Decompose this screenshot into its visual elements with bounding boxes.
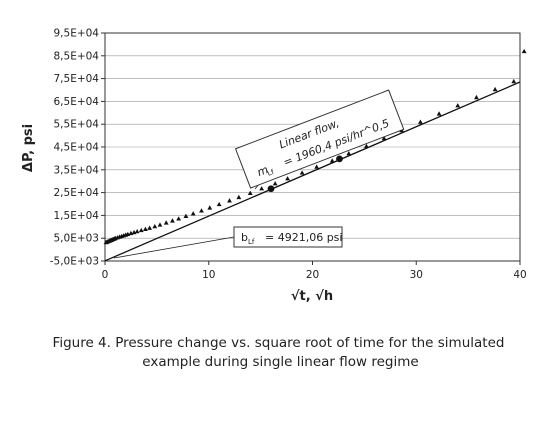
caption-line-1: Figure 4. Pressure change vs. square roo… — [52, 335, 505, 351]
slope-annotation-subscript: Lf — [266, 168, 275, 178]
data-point — [436, 111, 442, 116]
data-point — [247, 190, 253, 195]
data-point — [236, 194, 242, 200]
x-axis: 0 10 20 30 40 — [102, 261, 527, 281]
y-tick-label: 8,5E+04 — [54, 50, 100, 62]
data-point — [346, 150, 352, 156]
data-point — [511, 78, 517, 84]
intercept-annotation-value: = 4921,06 psi — [265, 231, 342, 244]
intercept-annotation: b Lf = 4921,06 psi — [233, 226, 343, 248]
data-point — [176, 216, 182, 221]
data-point — [147, 225, 153, 230]
y-tick-label: 9,5E+04 — [54, 28, 100, 40]
data-point — [455, 103, 461, 108]
data-points — [103, 48, 527, 245]
intercept-annotation-subscript: Lf — [248, 238, 255, 246]
data-point — [521, 48, 527, 54]
data-point — [314, 164, 320, 169]
data-point — [474, 94, 479, 100]
chart: -5,0E+03 5,0E+03 1,5E+04 2,5E+04 3,5E+04 4,5E… — [21, 28, 527, 305]
figure-caption: Figure 4. Pressure change vs. square roo… — [0, 334, 557, 372]
data-point — [199, 208, 204, 213]
data-point — [143, 226, 148, 231]
data-point — [227, 198, 232, 203]
data-point — [329, 158, 335, 163]
data-point — [216, 201, 222, 207]
x-tick-label: 10 — [202, 269, 215, 281]
slope-annotation: Linear flow, m Lf = 1960,4 psi/hr^0,5 — [234, 89, 405, 189]
y-tick-label: 2,5E+04 — [54, 187, 100, 199]
y-tick-label: 5,5E+04 — [54, 119, 100, 131]
annotation-leader-b — [113, 236, 235, 259]
y-tick-label: 3,5E+04 — [54, 164, 100, 176]
y-axis: -5,0E+03 5,0E+03 1,5E+04 2,5E+04 3,5E+04 4,5E… — [50, 28, 105, 268]
data-point — [134, 228, 140, 234]
intercept-annotation-box — [233, 226, 343, 248]
y-axis-label: ΔP, psi — [21, 124, 36, 172]
y-tick-label: 7,5E+04 — [54, 73, 100, 85]
data-point — [364, 143, 369, 149]
data-point — [157, 222, 163, 227]
y-tick-label: 5,0E+03 — [54, 233, 100, 245]
data-point — [272, 181, 278, 186]
data-point — [190, 211, 196, 216]
x-tick-label: 40 — [513, 269, 526, 281]
slope-annotation-box — [234, 89, 405, 189]
y-tick-label: -5,0E+03 — [50, 256, 99, 268]
data-point — [418, 119, 423, 124]
intercept-annotation-symbol: b — [241, 231, 248, 244]
x-axis-label: √t, √h — [291, 289, 333, 304]
data-point — [183, 213, 189, 219]
caption-line-2: example during single linear flow regime — [142, 354, 419, 370]
y-tick-label: 4,5E+04 — [54, 142, 100, 154]
data-point — [381, 135, 387, 141]
x-tick-label: 0 — [102, 269, 109, 281]
data-point — [170, 218, 175, 223]
data-point — [299, 170, 305, 175]
x-tick-label: 30 — [410, 269, 423, 281]
y-tick-label: 6,5E+04 — [54, 96, 100, 108]
y-tick-label: 1,5E+04 — [54, 210, 100, 222]
slope-annotation-symbol: m — [255, 163, 270, 179]
data-point — [163, 220, 169, 225]
data-point — [138, 227, 144, 233]
fitted-line — [104, 81, 521, 262]
data-point — [259, 186, 265, 191]
data-point — [207, 205, 213, 210]
data-point — [152, 223, 158, 229]
x-tick-label: 20 — [306, 269, 319, 281]
data-point — [492, 86, 498, 92]
data-point — [285, 176, 290, 181]
